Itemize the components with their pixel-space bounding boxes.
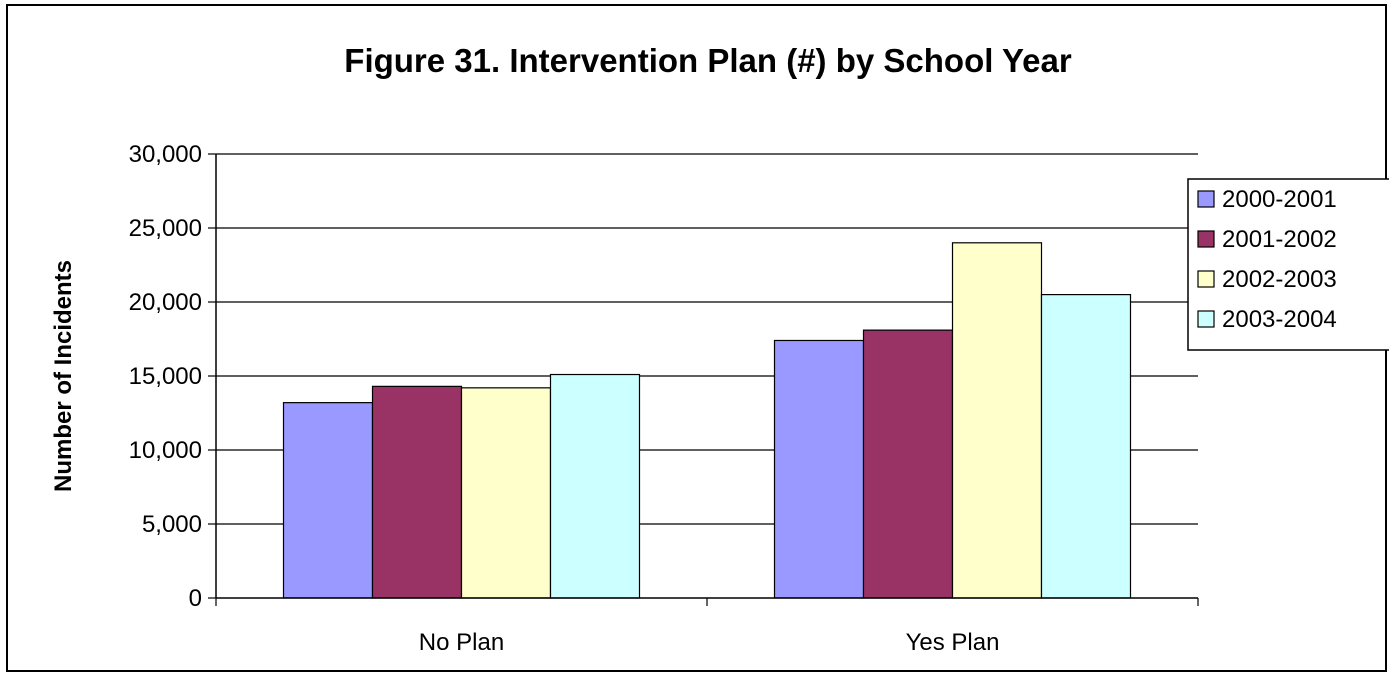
y-tick-label: 0 [189,585,202,612]
y-tick-label: 25,000 [129,215,202,242]
legend-swatch [1197,230,1215,248]
chart-title: Figure 31. Intervention Plan (#) by Scho… [344,42,1072,79]
bar-2002-2003-no-plan [460,387,552,599]
axes: 0 5,000 10,000 15,000 20,000 25,000 30,000 No P… [129,141,1199,656]
chart: Figure 31. Intervention Plan (#) by Scho… [50,42,1389,656]
bar-2000-2001-no-plan [282,402,374,599]
bar-2000-2001-yes-plan [773,339,865,599]
legend: 2000-2001 2001-2002 2002-2003 2003-2004 [1187,178,1389,351]
bar-2001-2002-no-plan [371,385,463,599]
bar-2001-2002-yes-plan [862,329,954,599]
y-tick-label: 20,000 [129,289,202,316]
legend-label: 2003-2004 [1222,306,1337,333]
bar-2003-2004-no-plan [549,373,641,599]
bar-2003-2004-yes-plan [1040,294,1132,599]
bar-2002-2003-yes-plan [951,242,1043,599]
x-tick-label: Yes Plan [906,629,1000,656]
legend-swatch [1197,190,1215,208]
legend-label: 2000-2001 [1222,186,1337,213]
y-tick-label: 10,000 [129,437,202,464]
y-tick-label: 30,000 [129,141,202,168]
y-axis-title: Number of Incidents [50,260,77,492]
legend-swatch [1197,310,1215,328]
bars [282,242,1132,599]
x-tick-label: No Plan [419,629,504,656]
chart-frame: Figure 31. Intervention Plan (#) by Scho… [6,4,1389,672]
legend-box [1187,178,1389,351]
y-tick-label: 15,000 [129,363,202,390]
legend-swatch [1197,270,1215,288]
legend-label: 2002-2003 [1222,266,1337,293]
y-tick-label: 5,000 [142,511,202,538]
legend-label: 2001-2002 [1222,226,1337,253]
